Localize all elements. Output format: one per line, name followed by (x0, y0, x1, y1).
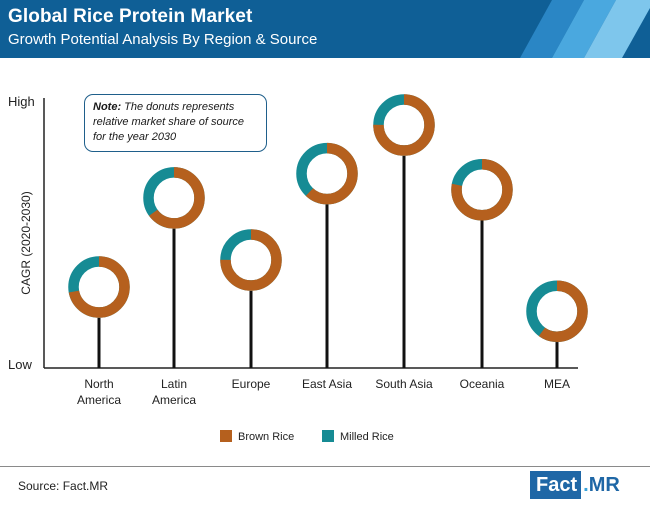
donut-brown-rice-4 (373, 94, 435, 156)
y-tick-label-low: Low (8, 357, 32, 372)
x-tick-label-line: MEA (544, 377, 570, 391)
header-stripe (552, 0, 616, 58)
note-text: The donuts represents relative market sh… (93, 101, 245, 143)
x-tick-label-4: South Asia (375, 377, 433, 391)
logo-fact: Fact (530, 471, 582, 499)
x-tick-label-line: Europe (232, 377, 271, 391)
footer-divider (0, 466, 650, 467)
legend-label-0: Brown Rice (238, 431, 294, 443)
y-axis-label: CAGR (2020-2030) (19, 191, 33, 294)
source-text: Source: Fact.MR (18, 479, 109, 493)
donut-brown-rice-6 (526, 280, 588, 343)
x-tick-label-1: Latin America (152, 377, 196, 407)
x-tick-label-line: America (77, 393, 121, 407)
legend-swatch-0 (220, 430, 232, 442)
x-tick-label-0: North America (77, 377, 121, 407)
header-banner: Global Rice Protein Market Growth Potent… (0, 0, 650, 58)
header-stripe (584, 0, 650, 58)
donut-brown-rice-0 (68, 256, 130, 318)
x-tick-label-line: America (152, 393, 196, 407)
donut-brown-rice-3 (296, 142, 358, 205)
x-tick-label-2: Europe (232, 377, 271, 391)
donut-brown-rice-2 (220, 229, 282, 291)
y-tick-label-high: High (8, 94, 35, 109)
page-subtitle: Growth Potential Analysis By Region & So… (8, 31, 318, 48)
header-stripe (520, 0, 584, 58)
x-tick-label-6: MEA (544, 377, 570, 391)
factmr-logo: Fact .MR (530, 471, 620, 499)
x-tick-label-5: Oceania (460, 377, 505, 391)
x-tick-label-3: East Asia (302, 377, 352, 391)
donut-brown-rice-1 (143, 167, 205, 229)
logo-mr: .MR (581, 471, 620, 499)
note-label: Note: (93, 101, 122, 113)
legend-swatch-1 (322, 430, 334, 442)
x-tick-label-line: South Asia (375, 377, 433, 391)
x-tick-label-line: Latin (161, 377, 187, 391)
x-tick-label-line: North (84, 377, 113, 391)
note-box: Note: The donuts represents relative mar… (84, 94, 267, 152)
page-title: Global Rice Protein Market (8, 6, 253, 27)
legend-label-1: Milled Rice (340, 431, 394, 443)
header-stripes (520, 0, 650, 58)
donut-brown-rice-5 (451, 159, 513, 221)
x-tick-label-line: East Asia (302, 377, 352, 391)
x-tick-label-line: Oceania (460, 377, 505, 391)
